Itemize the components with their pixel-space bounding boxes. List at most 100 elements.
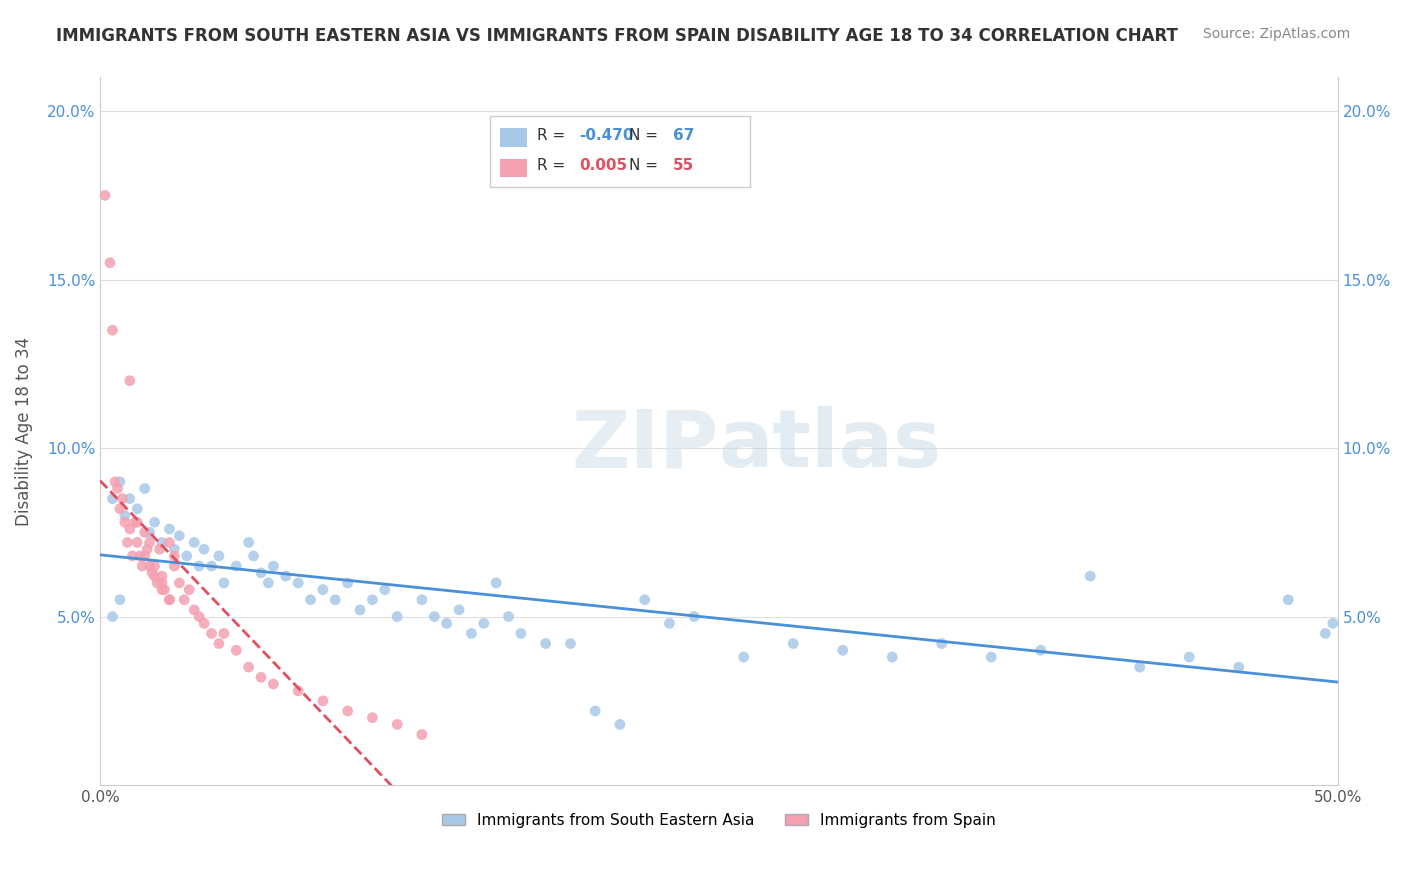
Text: N =: N = — [628, 128, 662, 143]
Point — [250, 566, 273, 580]
Y-axis label: Disability Age 18 to 34: Disability Age 18 to 34 — [15, 336, 32, 525]
Point — [385, 609, 408, 624]
Point — [193, 616, 215, 631]
Point — [312, 694, 335, 708]
Point — [150, 582, 173, 597]
Point — [121, 549, 143, 563]
Point — [658, 616, 681, 631]
Point — [101, 491, 124, 506]
Point — [124, 515, 146, 529]
Point — [183, 535, 205, 549]
Point — [1178, 650, 1201, 665]
Point — [436, 616, 458, 631]
Point — [374, 582, 396, 597]
Point — [143, 559, 166, 574]
Text: 0.005: 0.005 — [579, 159, 627, 173]
Point — [148, 542, 170, 557]
Point — [138, 559, 160, 574]
Point — [274, 569, 297, 583]
Point — [361, 592, 384, 607]
Point — [238, 660, 260, 674]
Point — [262, 559, 284, 574]
Point — [159, 535, 181, 549]
Point — [117, 535, 139, 549]
Point — [193, 542, 215, 557]
Point — [108, 501, 131, 516]
Point — [169, 529, 191, 543]
Point — [683, 609, 706, 624]
Point — [98, 256, 121, 270]
Text: 67: 67 — [673, 128, 695, 143]
Point — [980, 650, 1002, 665]
Point — [163, 542, 186, 557]
Point — [931, 636, 953, 650]
Point — [101, 609, 124, 624]
Point — [831, 643, 853, 657]
FancyBboxPatch shape — [501, 128, 527, 147]
Point — [114, 515, 136, 529]
Point — [143, 515, 166, 529]
Text: ZIP: ZIP — [572, 407, 718, 484]
Point — [287, 575, 309, 590]
Point — [336, 575, 359, 590]
Text: -0.470: -0.470 — [579, 128, 634, 143]
Point — [188, 609, 211, 624]
Point — [460, 626, 482, 640]
Point — [287, 683, 309, 698]
Point — [114, 508, 136, 523]
Point — [1029, 643, 1052, 657]
Point — [138, 525, 160, 540]
Point — [127, 515, 149, 529]
Point — [336, 704, 359, 718]
Point — [250, 670, 273, 684]
Point — [242, 549, 264, 563]
Point — [361, 711, 384, 725]
Text: Source: ZipAtlas.com: Source: ZipAtlas.com — [1202, 27, 1350, 41]
Point — [146, 575, 169, 590]
Point — [111, 491, 134, 506]
Text: N =: N = — [628, 159, 662, 173]
Point — [882, 650, 904, 665]
Point — [143, 569, 166, 583]
Point — [472, 616, 495, 631]
Point — [183, 603, 205, 617]
Point — [212, 575, 235, 590]
Point — [498, 609, 520, 624]
Point — [179, 582, 201, 597]
Point — [163, 559, 186, 574]
Point — [534, 636, 557, 650]
Point — [609, 717, 631, 731]
Point — [127, 501, 149, 516]
Point — [136, 542, 159, 557]
Point — [782, 636, 804, 650]
Point — [385, 717, 408, 731]
Point — [299, 592, 322, 607]
Point — [1129, 660, 1152, 674]
Point — [188, 559, 211, 574]
Point — [108, 475, 131, 489]
Point — [411, 727, 433, 741]
Point — [134, 525, 156, 540]
Point — [208, 636, 231, 650]
Point — [128, 549, 150, 563]
Point — [212, 626, 235, 640]
Point — [169, 575, 191, 590]
Point — [131, 559, 153, 574]
Point — [733, 650, 755, 665]
Point — [312, 582, 335, 597]
Point — [150, 575, 173, 590]
Point — [107, 482, 129, 496]
Text: R =: R = — [537, 159, 571, 173]
Point — [1277, 592, 1299, 607]
Point — [153, 582, 176, 597]
Point — [118, 522, 141, 536]
Point — [101, 323, 124, 337]
FancyBboxPatch shape — [489, 116, 749, 187]
Point — [509, 626, 531, 640]
Text: atlas: atlas — [718, 407, 942, 484]
Point — [118, 491, 141, 506]
Point — [411, 592, 433, 607]
Point — [200, 626, 222, 640]
Point — [176, 549, 198, 563]
Text: 55: 55 — [673, 159, 695, 173]
